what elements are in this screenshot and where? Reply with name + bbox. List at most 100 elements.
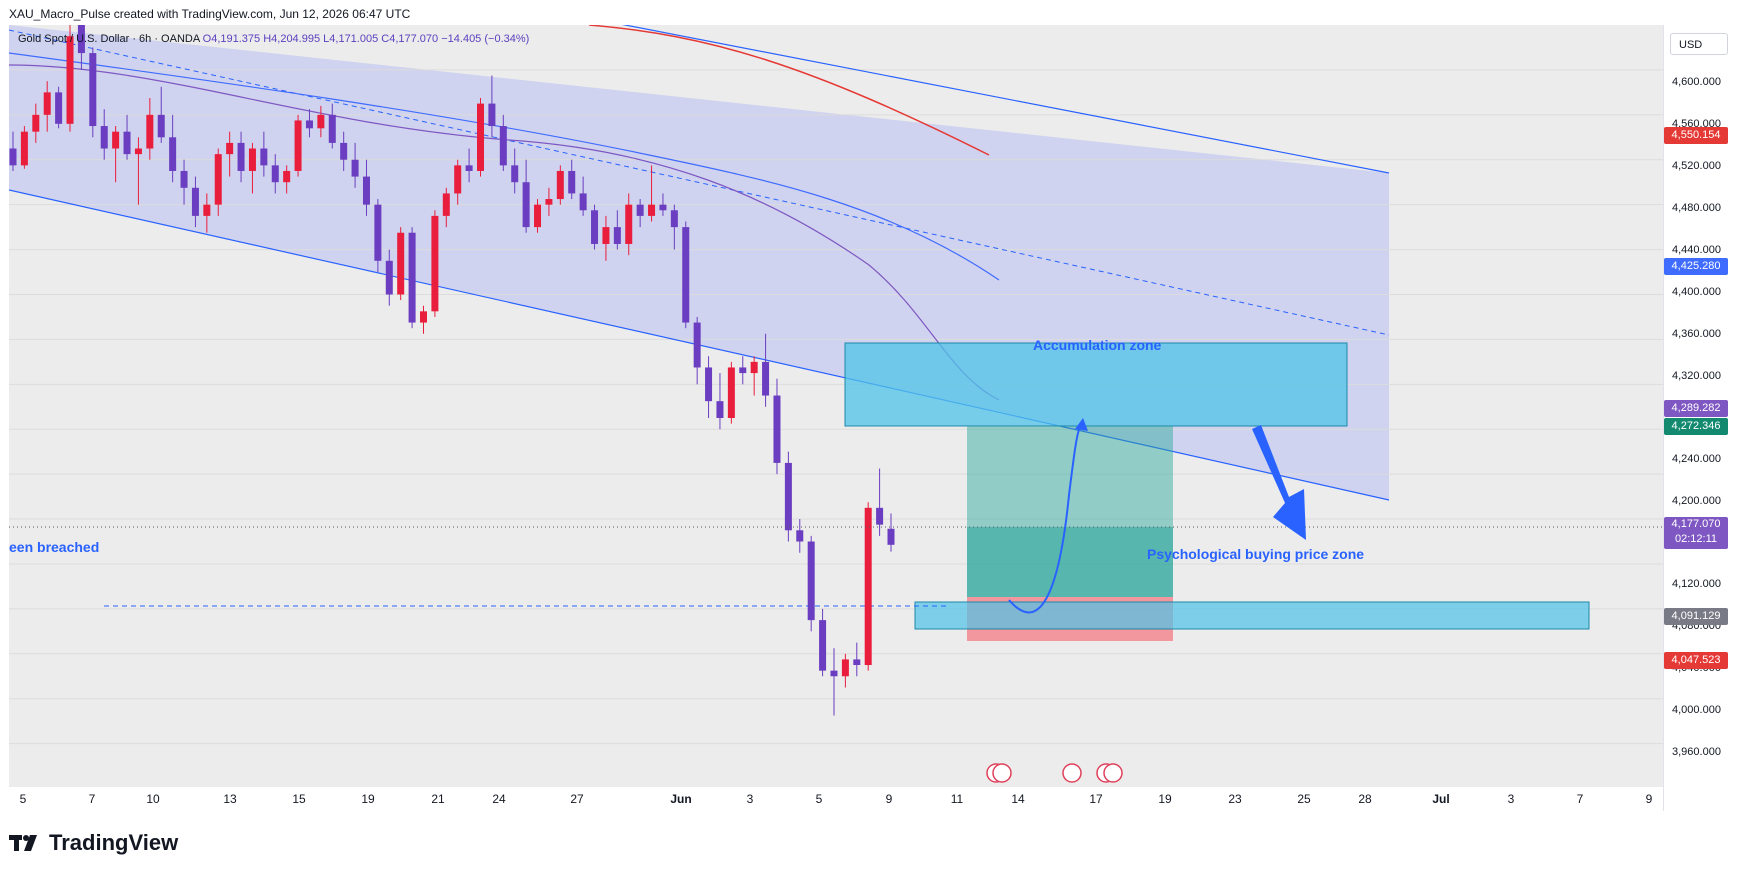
symbol-legend[interactable]: Gold Spot / U.S. Dollar · 6h · OANDA O4,… [18, 33, 529, 45]
time-tick: 7 [88, 792, 96, 806]
candle-bullish [248, 148, 256, 171]
accumulation-zone [844, 342, 1348, 427]
candle-bearish [55, 92, 63, 124]
candle-bullish [112, 131, 120, 149]
candle-bearish [408, 232, 416, 323]
price-tick: 4,120.000 [1672, 578, 1721, 590]
candle-bearish [123, 131, 131, 155]
candle-bearish [716, 401, 724, 418]
candle-bearish [9, 148, 17, 166]
candle-bullish [134, 148, 142, 155]
price-tick: 4,200.000 [1672, 495, 1721, 507]
candle-bearish [579, 193, 587, 211]
price-tick: 4,320.000 [1672, 370, 1721, 382]
time-tick: 25 [1297, 792, 1311, 806]
ma-blue-line [9, 52, 1000, 281]
grid [9, 69, 1663, 790]
time-tick: 11 [950, 792, 964, 806]
candle-bullish [283, 170, 291, 183]
candle-bullish [32, 114, 40, 132]
candle-bullish [431, 215, 439, 312]
time-tick-month: Jul [1432, 792, 1450, 806]
candle-bearish [591, 210, 599, 244]
time-tick: 27 [570, 792, 584, 806]
candle-bullish [477, 103, 485, 171]
event-flag-icon [992, 763, 1012, 783]
candle-bearish [773, 395, 781, 463]
candle-bearish [784, 462, 792, 531]
chart-canvas[interactable]: Gold Spot / U.S. Dollar · 6h · OANDA O4,… [9, 25, 1663, 811]
time-tick: 14 [1011, 792, 1025, 806]
candle-bullish [214, 154, 222, 205]
time-tick: 5 [19, 792, 27, 806]
price-tick: 4,480.000 [1672, 202, 1721, 214]
candle-bullish [66, 36, 74, 124]
candle-bearish [465, 165, 473, 171]
time-tick: 13 [223, 792, 237, 806]
candle-bearish [887, 528, 895, 545]
ohlc-change: −14.405 (−0.34%) [441, 33, 530, 45]
candle-bearish [77, 25, 85, 54]
ma-blue-price-badge: 4,425.280 [1664, 258, 1728, 275]
currency-button[interactable]: USD [1670, 33, 1728, 55]
tradingview-logo-text: TradingView [49, 830, 179, 855]
candle-bullish [454, 165, 462, 194]
candle-bearish [522, 182, 530, 228]
candle-bearish [260, 148, 268, 166]
price-tick: 4,240.000 [1672, 453, 1721, 465]
time-axis[interactable] [9, 787, 1663, 811]
ma-purple-price-badge: 4,289.282 [1664, 400, 1728, 417]
projection-curve [1008, 424, 1082, 614]
candle-bullish [750, 361, 758, 374]
time-tick: 10 [146, 792, 160, 806]
time-tick: 23 [1228, 792, 1242, 806]
candle-bearish [271, 165, 279, 183]
price-tick: 4,000.000 [1672, 704, 1721, 716]
time-tick: 17 [1089, 792, 1103, 806]
time-tick: 5 [815, 792, 823, 806]
candle-bearish [670, 210, 678, 228]
candle-bullish [556, 170, 564, 200]
candle-bearish [169, 137, 177, 171]
candle-bullish [727, 367, 735, 418]
ma-red-line [588, 25, 990, 156]
price-chart[interactable] [9, 25, 1663, 811]
candle-bullish [545, 199, 553, 205]
candle-bearish [191, 187, 199, 216]
candle-bearish [568, 170, 576, 194]
candle-bearish [180, 170, 188, 188]
tradingview-logo[interactable]: TradingView [9, 830, 178, 856]
time-tick: 28 [1358, 792, 1372, 806]
price-tick: 4,520.000 [1672, 160, 1721, 172]
economic-event-flags [986, 763, 1123, 783]
candle-bullish [43, 92, 51, 115]
candle-bullish [864, 507, 872, 666]
candle-bearish [351, 159, 359, 177]
time-tick: 9 [885, 792, 893, 806]
candle-bearish [374, 204, 382, 261]
psychological-zone [914, 601, 1590, 630]
time-tick: 3 [746, 792, 754, 806]
candle-bearish [305, 120, 313, 129]
candle-bullish [534, 204, 542, 228]
time-tick: 21 [431, 792, 445, 806]
candle-bullish [294, 120, 302, 171]
price-tick: 4,600.000 [1672, 76, 1721, 88]
last-price-value: 4,177.070 [1671, 518, 1721, 530]
last-price-badge: 4,177.070 02:12:11 [1664, 517, 1728, 549]
zone-mid-price-badge: 4,091.129 [1664, 608, 1728, 625]
candle-bullish [20, 131, 28, 166]
candle-bullish [602, 227, 610, 244]
zone-top-price-badge: 4,272.346 [1664, 418, 1728, 435]
candle-bearish [157, 114, 165, 138]
ohlc-open: O4,191.375 [202, 33, 261, 45]
candle-bearish [807, 541, 815, 621]
candle-bearish [853, 659, 861, 666]
ma-red-price-badge: 4,550.154 [1664, 127, 1728, 144]
ohlc-low: L4,171.005 [323, 33, 379, 45]
time-tick: 19 [361, 792, 375, 806]
candle-bearish [762, 361, 770, 396]
time-tick: 9 [1645, 792, 1653, 806]
candle-bearish [237, 142, 245, 171]
candle-bearish [613, 227, 621, 244]
